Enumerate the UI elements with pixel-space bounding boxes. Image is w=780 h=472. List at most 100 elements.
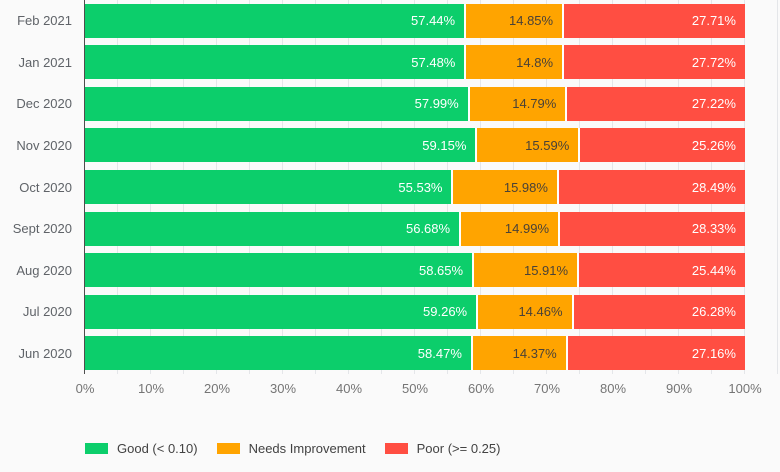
segment-good[interactable]: 58.65% bbox=[85, 253, 473, 288]
bar-row: Jan 2021 57.48% 14.8% 27.72% bbox=[0, 42, 780, 84]
stacked-bar: 59.26% 14.46% 26.28% bbox=[85, 294, 745, 329]
legend-swatch-needs-improvement bbox=[216, 443, 240, 454]
stacked-bar: 55.53% 15.98% 28.49% bbox=[85, 170, 745, 205]
x-axis-tick-label: 50% bbox=[401, 381, 429, 396]
segment-poor[interactable]: 25.44% bbox=[577, 253, 745, 288]
bar-row: Jul 2020 59.26% 14.46% 26.28% bbox=[0, 291, 780, 333]
row-label: Jul 2020 bbox=[22, 304, 72, 320]
row-label: Aug 2020 bbox=[16, 262, 72, 278]
stacked-bar: 57.48% 14.8% 27.72% bbox=[85, 45, 745, 80]
segment-needs-improvement[interactable]: 15.91% bbox=[472, 253, 578, 288]
segment-value-label: 14.37% bbox=[512, 345, 557, 361]
legend-item-good: Good (< 0.10) bbox=[85, 441, 198, 456]
segment-poor[interactable]: 28.49% bbox=[556, 170, 745, 205]
segment-value-label: 58.47% bbox=[417, 345, 462, 361]
segment-value-label: 55.53% bbox=[398, 179, 443, 195]
segment-value-label: 59.26% bbox=[423, 304, 468, 320]
legend-label: Needs Improvement bbox=[248, 441, 366, 456]
stacked-bar: 59.15% 15.59% 25.26% bbox=[85, 128, 745, 163]
segment-value-label: 15.98% bbox=[503, 179, 548, 195]
row-label: Nov 2020 bbox=[16, 137, 72, 153]
x-axis-tick-label: 10% bbox=[137, 381, 165, 396]
row-label: Feb 2021 bbox=[17, 13, 72, 29]
segment-needs-improvement[interactable]: 14.85% bbox=[464, 3, 563, 38]
row-label: Oct 2020 bbox=[19, 179, 72, 195]
legend-item-needs-improvement: Needs Improvement bbox=[216, 441, 366, 456]
bar-row: Sept 2020 56.68% 14.99% 28.33% bbox=[0, 208, 780, 250]
segment-good[interactable]: 55.53% bbox=[85, 170, 452, 205]
row-label: Dec 2020 bbox=[16, 96, 72, 112]
segment-poor[interactable]: 28.33% bbox=[558, 211, 745, 246]
segment-good[interactable]: 57.99% bbox=[85, 86, 468, 121]
segment-needs-improvement[interactable]: 14.37% bbox=[470, 336, 566, 371]
legend-label: Good (< 0.10) bbox=[117, 441, 198, 456]
legend-label: Poor (>= 0.25) bbox=[416, 441, 501, 456]
x-axis-tick-label: 0% bbox=[75, 381, 95, 396]
segment-good[interactable]: 59.15% bbox=[85, 128, 476, 163]
segment-value-label: 57.48% bbox=[411, 54, 456, 70]
x-axis-tick-label: 60% bbox=[467, 381, 495, 396]
segment-poor[interactable]: 26.28% bbox=[571, 294, 745, 329]
stacked-bar: 57.99% 14.79% 27.22% bbox=[85, 86, 745, 121]
bar-row: Aug 2020 58.65% 15.91% 25.44% bbox=[0, 249, 780, 291]
segment-value-label: 26.28% bbox=[691, 304, 736, 320]
segment-value-label: 57.99% bbox=[414, 96, 459, 112]
segment-value-label: 57.44% bbox=[411, 13, 456, 29]
segment-value-label: 14.46% bbox=[518, 304, 563, 320]
row-label: Jan 2021 bbox=[18, 54, 73, 70]
stacked-bar: 57.44% 14.85% 27.71% bbox=[85, 3, 745, 38]
segment-value-label: 25.44% bbox=[691, 262, 736, 278]
segment-poor[interactable]: 27.71% bbox=[562, 3, 745, 38]
segment-poor[interactable]: 27.22% bbox=[565, 86, 745, 121]
segment-value-label: 14.8% bbox=[516, 54, 554, 70]
segment-value-label: 28.33% bbox=[691, 221, 736, 237]
segment-needs-improvement[interactable]: 14.99% bbox=[459, 211, 558, 246]
legend-swatch-poor bbox=[384, 443, 408, 454]
segment-poor[interactable]: 27.72% bbox=[562, 45, 745, 80]
x-axis-tick-label: 70% bbox=[533, 381, 561, 396]
segment-good[interactable]: 59.26% bbox=[85, 294, 477, 329]
segment-value-label: 28.49% bbox=[691, 179, 736, 195]
segment-good[interactable]: 57.48% bbox=[85, 45, 465, 80]
segment-value-label: 25.26% bbox=[691, 137, 736, 153]
segment-value-label: 56.68% bbox=[405, 221, 451, 237]
segment-value-label: 14.79% bbox=[512, 96, 557, 112]
segment-needs-improvement[interactable]: 14.46% bbox=[476, 294, 572, 329]
segment-needs-improvement[interactable]: 15.59% bbox=[475, 128, 579, 163]
segment-value-label: 27.22% bbox=[691, 96, 736, 112]
x-axis-tick-label: 100% bbox=[728, 381, 762, 396]
segment-value-label: 15.59% bbox=[525, 137, 570, 153]
segment-value-label: 27.16% bbox=[691, 345, 736, 361]
segment-value-label: 27.72% bbox=[691, 54, 736, 70]
segment-needs-improvement[interactable]: 14.8% bbox=[464, 45, 563, 80]
row-label: Jun 2020 bbox=[18, 345, 73, 361]
segment-needs-improvement[interactable]: 14.79% bbox=[467, 86, 566, 121]
segment-value-label: 58.65% bbox=[418, 262, 464, 278]
legend-item-poor: Poor (>= 0.25) bbox=[384, 441, 501, 456]
segment-poor[interactable]: 27.16% bbox=[565, 336, 745, 371]
row-label: Sept 2020 bbox=[12, 221, 72, 237]
bar-row: Dec 2020 57.99% 14.79% 27.22% bbox=[0, 83, 780, 125]
segment-value-label: 14.99% bbox=[504, 221, 549, 237]
x-axis-tick-label: 40% bbox=[335, 381, 363, 396]
segment-good[interactable]: 56.68% bbox=[85, 211, 460, 246]
segment-good[interactable]: 57.44% bbox=[85, 3, 465, 38]
segment-value-label: 15.91% bbox=[523, 262, 569, 278]
legend: Good (< 0.10) Needs Improvement Poor (>=… bbox=[85, 441, 500, 456]
bar-row: Feb 2021 57.44% 14.85% 27.71% bbox=[0, 0, 780, 42]
chart-plot-area: Feb 2021 57.44% 14.85% 27.71% Jan 2021 5… bbox=[0, 0, 780, 375]
x-axis-tick-label: 30% bbox=[269, 381, 297, 396]
stacked-bar: 58.65% 15.91% 25.44% bbox=[85, 253, 745, 288]
y-axis-line bbox=[84, 0, 85, 374]
segment-value-label: 59.15% bbox=[422, 137, 467, 153]
x-axis-tick-label: 20% bbox=[203, 381, 231, 396]
segment-poor[interactable]: 25.26% bbox=[578, 128, 745, 163]
bar-row: Jun 2020 58.47% 14.37% 27.16% bbox=[0, 333, 780, 375]
legend-swatch-good bbox=[85, 443, 108, 454]
stacked-bar: 58.47% 14.37% 27.16% bbox=[85, 336, 745, 371]
segment-value-label: 14.85% bbox=[509, 13, 554, 29]
segment-good[interactable]: 58.47% bbox=[85, 336, 471, 371]
segment-needs-improvement[interactable]: 15.98% bbox=[451, 170, 557, 205]
x-axis: 0% 10% 20% 30% 40% 50% 60% 70% 80% 90% 1… bbox=[76, 381, 762, 397]
